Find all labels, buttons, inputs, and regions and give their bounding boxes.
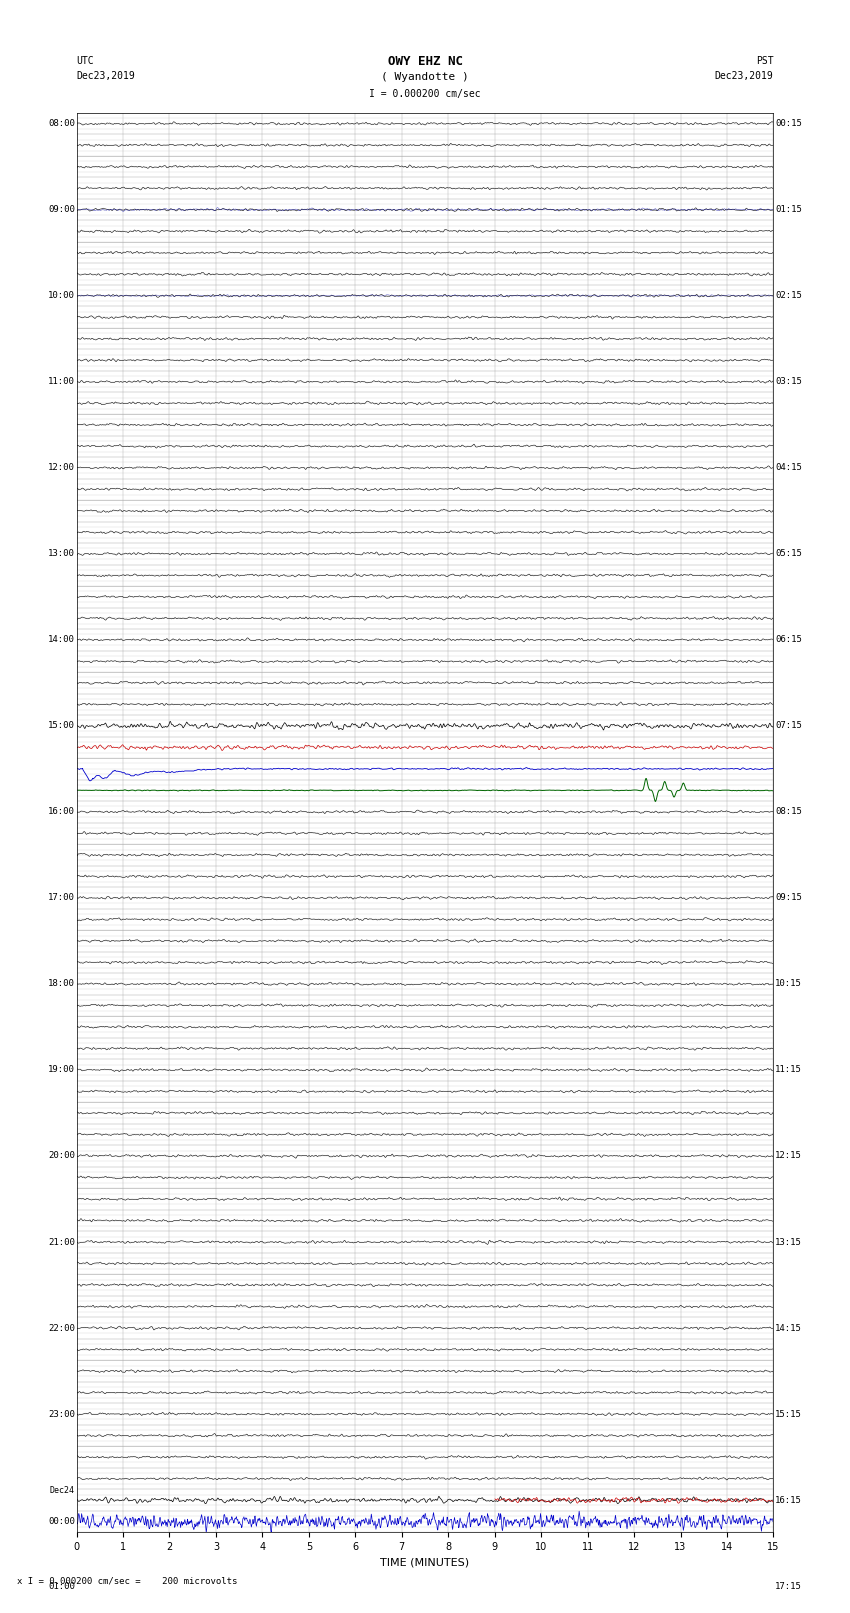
Text: 09:15: 09:15 bbox=[775, 894, 802, 902]
Text: 20:00: 20:00 bbox=[48, 1152, 75, 1160]
Text: 05:15: 05:15 bbox=[775, 550, 802, 558]
Text: 09:00: 09:00 bbox=[48, 205, 75, 215]
Text: 13:15: 13:15 bbox=[775, 1237, 802, 1247]
Text: x I = 0.000200 cm/sec =    200 microvolts: x I = 0.000200 cm/sec = 200 microvolts bbox=[17, 1576, 237, 1586]
Text: Dec23,2019: Dec23,2019 bbox=[76, 71, 135, 81]
Text: 15:15: 15:15 bbox=[775, 1410, 802, 1418]
Text: 10:15: 10:15 bbox=[775, 979, 802, 989]
Text: 16:00: 16:00 bbox=[48, 808, 75, 816]
Text: I = 0.000200 cm/sec: I = 0.000200 cm/sec bbox=[369, 89, 481, 98]
Text: 00:15: 00:15 bbox=[775, 119, 802, 127]
Text: 23:00: 23:00 bbox=[48, 1410, 75, 1418]
Text: 03:15: 03:15 bbox=[775, 377, 802, 386]
Text: 08:00: 08:00 bbox=[48, 119, 75, 127]
Text: 15:00: 15:00 bbox=[48, 721, 75, 731]
Text: 19:00: 19:00 bbox=[48, 1066, 75, 1074]
Text: ( Wyandotte ): ( Wyandotte ) bbox=[381, 73, 469, 82]
Text: UTC: UTC bbox=[76, 56, 94, 66]
Text: 12:00: 12:00 bbox=[48, 463, 75, 473]
Text: 07:15: 07:15 bbox=[775, 721, 802, 731]
Text: 11:00: 11:00 bbox=[48, 377, 75, 386]
Text: 17:00: 17:00 bbox=[48, 894, 75, 902]
Text: 13:00: 13:00 bbox=[48, 550, 75, 558]
Text: 14:00: 14:00 bbox=[48, 636, 75, 644]
Text: 12:15: 12:15 bbox=[775, 1152, 802, 1160]
Text: OWY EHZ NC: OWY EHZ NC bbox=[388, 55, 462, 68]
Text: 11:15: 11:15 bbox=[775, 1066, 802, 1074]
Text: 18:00: 18:00 bbox=[48, 979, 75, 989]
Text: 04:15: 04:15 bbox=[775, 463, 802, 473]
Text: 16:15: 16:15 bbox=[775, 1495, 802, 1505]
Text: 14:15: 14:15 bbox=[775, 1324, 802, 1332]
X-axis label: TIME (MINUTES): TIME (MINUTES) bbox=[381, 1558, 469, 1568]
Text: 10:00: 10:00 bbox=[48, 292, 75, 300]
Text: 06:15: 06:15 bbox=[775, 636, 802, 644]
Text: PST: PST bbox=[756, 56, 774, 66]
Text: 17:15: 17:15 bbox=[775, 1582, 802, 1590]
Text: 08:15: 08:15 bbox=[775, 808, 802, 816]
Text: 02:15: 02:15 bbox=[775, 292, 802, 300]
Text: 22:00: 22:00 bbox=[48, 1324, 75, 1332]
Text: 01:00: 01:00 bbox=[48, 1582, 75, 1590]
Text: 01:15: 01:15 bbox=[775, 205, 802, 215]
Text: 21:00: 21:00 bbox=[48, 1237, 75, 1247]
Text: Dec24: Dec24 bbox=[50, 1486, 75, 1495]
Text: 00:00: 00:00 bbox=[48, 1518, 75, 1526]
Text: Dec23,2019: Dec23,2019 bbox=[715, 71, 774, 81]
